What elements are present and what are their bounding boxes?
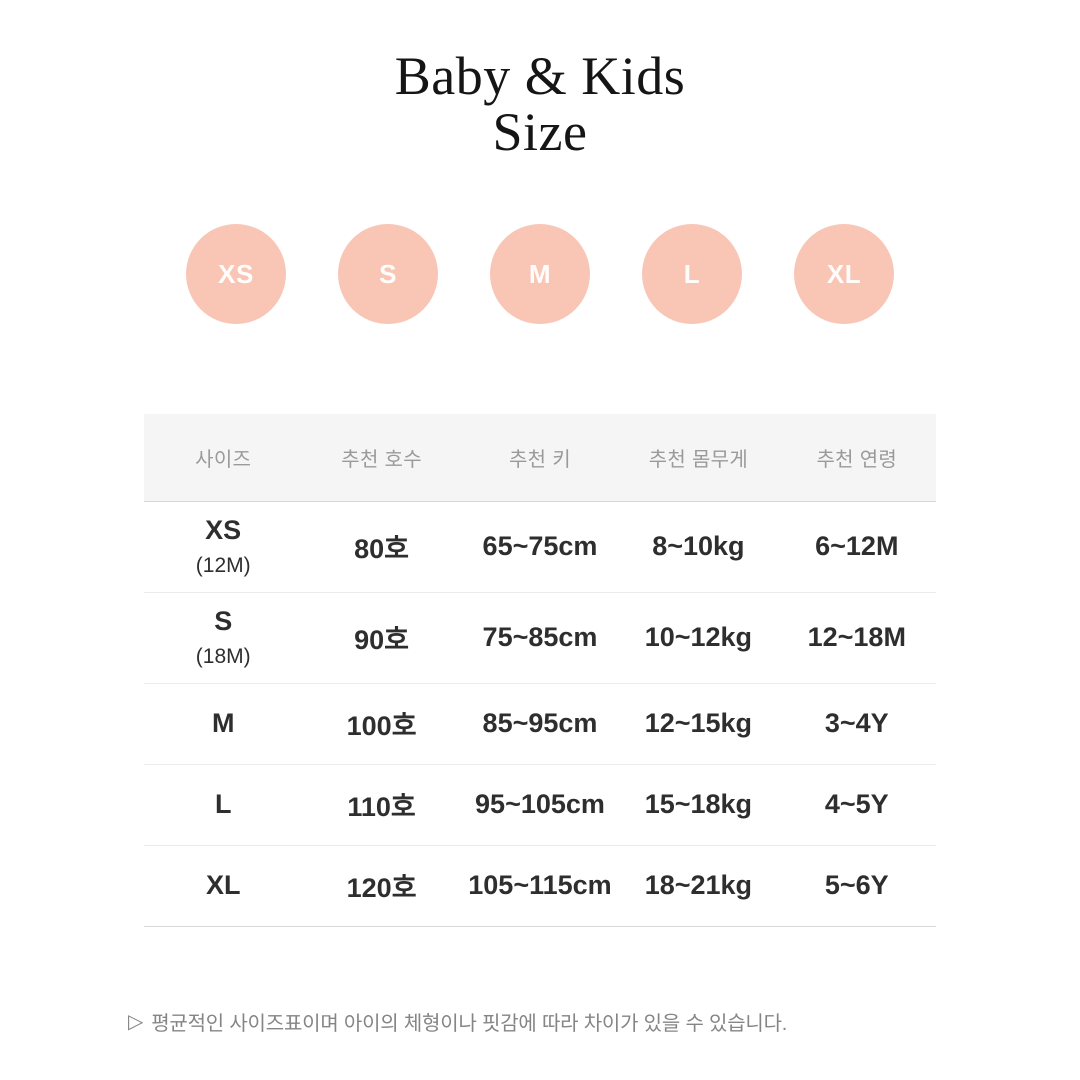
size-label: XL bbox=[205, 869, 241, 900]
table-row-s: S (18M) 90호 75~85cm 10~12kg 12~18M bbox=[144, 592, 936, 683]
cell-height: 105~115cm bbox=[468, 870, 612, 900]
cell-height: 85~95cm bbox=[482, 708, 598, 738]
cell-size: XS (12M) bbox=[144, 501, 302, 592]
size-table-body: XS (12M) 80호 65~75cm 8~10kg 6~12M S (18M… bbox=[144, 501, 936, 926]
header-weight: 추천 몸무게 bbox=[619, 414, 778, 502]
table-row-m: M 100호 85~95cm 12~15kg 3~4Y bbox=[144, 683, 936, 764]
size-badge-l: L bbox=[642, 224, 742, 324]
table-row-xl: XL 120호 105~115cm 18~21kg 5~6Y bbox=[144, 845, 936, 926]
size-badge-xs: XS bbox=[186, 224, 286, 324]
size-label: S bbox=[214, 605, 233, 636]
cell-hosu: 80호 bbox=[354, 534, 410, 564]
cell-hosu: 110호 bbox=[347, 792, 416, 822]
cell-size: XL bbox=[144, 845, 302, 926]
cell-size: L bbox=[144, 764, 302, 845]
cell-hosu: 100호 bbox=[346, 711, 417, 741]
disclaimer-text: 평균적인 사이즈표이며 아이의 체형이나 핏감에 따라 차이가 있을 수 있습니… bbox=[151, 1012, 788, 1035]
page-title: Baby & Kids Size bbox=[0, 0, 1080, 160]
size-badge-m: M bbox=[490, 224, 590, 324]
cell-height: 65~75cm bbox=[482, 531, 598, 561]
size-label: M bbox=[211, 707, 235, 738]
header-row: 사이즈 추천 호수 추천 키 추천 몸무게 추천 연령 bbox=[144, 414, 936, 502]
cell-age: 6~12M bbox=[815, 531, 899, 561]
cell-weight: 8~10kg bbox=[652, 531, 745, 561]
page-title-line1: Baby & Kids bbox=[394, 46, 686, 106]
size-label: XS bbox=[205, 514, 242, 545]
size-badge-xl: XL bbox=[794, 224, 894, 324]
cell-weight: 15~18kg bbox=[644, 789, 753, 819]
cell-weight: 12~15kg bbox=[644, 708, 753, 738]
table-row-l: L 110호 95~105cm 15~18kg 4~5Y bbox=[144, 764, 936, 845]
disclaimer-note: ▷ 평균적인 사이즈표이며 아이의 체형이나 핏감에 따라 차이가 있을 수 있… bbox=[0, 1007, 1080, 1036]
cell-weight: 10~12kg bbox=[644, 622, 753, 652]
table-row-xs: XS (12M) 80호 65~75cm 8~10kg 6~12M bbox=[144, 501, 936, 592]
size-sub-label: (18M) bbox=[195, 644, 251, 668]
page-title-line2: Size bbox=[492, 102, 588, 162]
cell-hosu: 90호 bbox=[354, 625, 410, 655]
size-table: 사이즈 추천 호수 추천 키 추천 몸무게 추천 연령 XS (12M) 80호… bbox=[144, 414, 936, 927]
cell-size: M bbox=[144, 683, 302, 764]
header-size: 사이즈 bbox=[144, 414, 303, 502]
cell-age: 5~6Y bbox=[824, 870, 889, 900]
cell-hosu: 120호 bbox=[346, 873, 417, 903]
cell-weight: 18~21kg bbox=[644, 870, 753, 900]
size-table-header: 사이즈 추천 호수 추천 키 추천 몸무게 추천 연령 bbox=[144, 414, 936, 502]
cell-age: 3~4Y bbox=[824, 708, 889, 738]
cell-size: S (18M) bbox=[144, 592, 302, 683]
cell-height: 95~105cm bbox=[475, 789, 605, 819]
size-badge-row: XS S M L XL bbox=[0, 224, 1080, 324]
cell-age: 4~5Y bbox=[824, 789, 889, 819]
size-sub-label: (12M) bbox=[195, 553, 251, 577]
header-height: 추천 키 bbox=[460, 414, 620, 502]
header-hosu: 추천 호수 bbox=[302, 414, 461, 502]
header-age: 추천 연령 bbox=[777, 414, 936, 502]
size-badge-s: S bbox=[338, 224, 438, 324]
cell-age: 12~18M bbox=[807, 622, 906, 652]
cell-height: 75~85cm bbox=[482, 622, 598, 652]
size-table-container: 사이즈 추천 호수 추천 키 추천 몸무게 추천 연령 XS (12M) 80호… bbox=[144, 414, 936, 927]
triangle-bullet-icon: ▷ bbox=[128, 1010, 144, 1033]
size-label: L bbox=[214, 788, 232, 819]
